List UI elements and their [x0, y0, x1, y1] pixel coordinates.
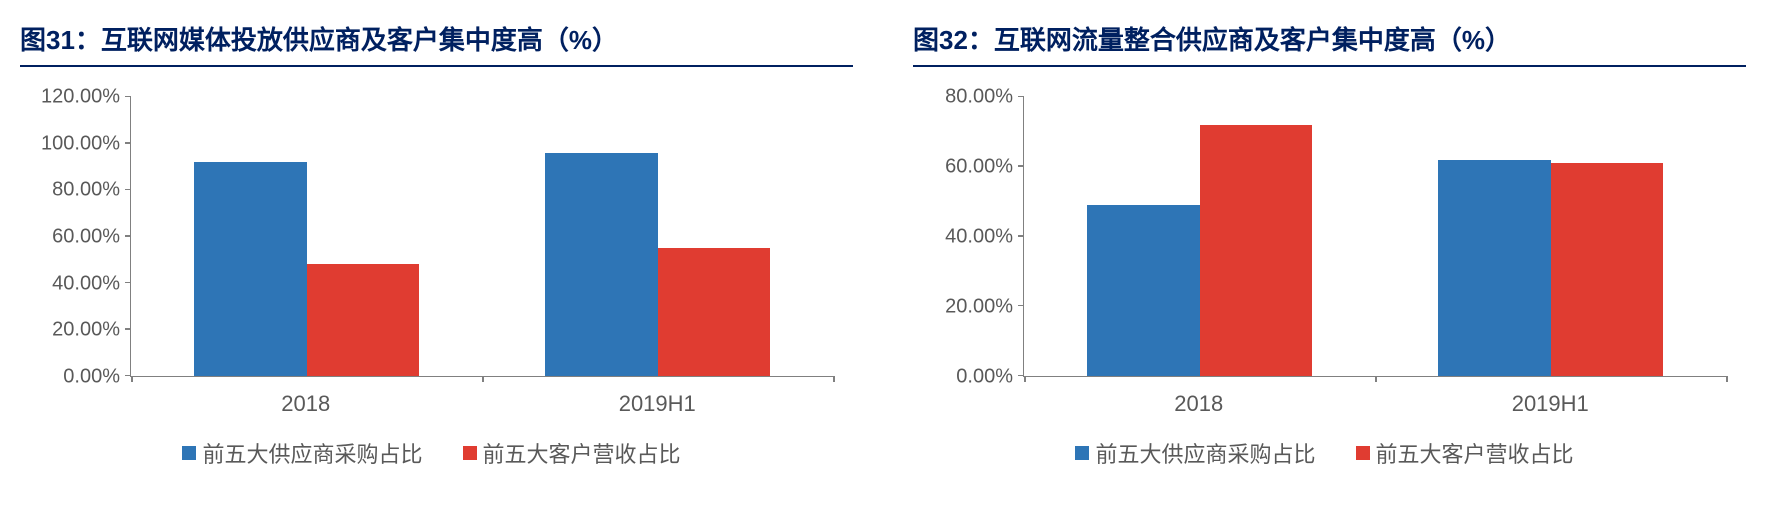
- bar: [1087, 205, 1199, 376]
- chart-panels: 图31：互联网媒体投放供应商及客户集中度高（%） 0.00% 20.00% 40.0…: [20, 20, 1746, 469]
- y-tick-mark: [1018, 96, 1024, 98]
- bar: [658, 248, 770, 376]
- y-tick-label: 100.00%: [41, 132, 120, 155]
- y-tick-mark: [125, 96, 131, 98]
- bar: [1200, 125, 1312, 376]
- y-tick-label: 120.00%: [41, 86, 120, 109]
- legend-item: 前五大供应商采购占比: [1075, 437, 1315, 469]
- chart-panel-31: 图31：互联网媒体投放供应商及客户集中度高（%） 0.00% 20.00% 40.0…: [20, 20, 853, 469]
- bar-groups: [1024, 97, 1726, 376]
- legend-item: 前五大客户营收占比: [463, 437, 681, 469]
- x-axis-label: 2019H1: [1375, 391, 1727, 417]
- legend-swatch-icon: [182, 446, 196, 460]
- chart-title: 图31：互联网媒体投放供应商及客户集中度高（%）: [20, 20, 853, 67]
- legend-label: 前五大供应商采购占比: [1095, 437, 1315, 469]
- y-tick-mark: [1018, 235, 1024, 237]
- chart-area: 0.00%20.00%40.00%60.00%80.00% 20182019H1…: [913, 97, 1746, 469]
- y-tick-label: 20.00%: [52, 319, 120, 342]
- chart-plot-31: 0.00%20.00%40.00%60.00%80.00%100.00%120.…: [30, 97, 833, 377]
- legend-swatch-icon: [1356, 446, 1370, 460]
- legend-item: 前五大客户营收占比: [1356, 437, 1574, 469]
- y-tick-mark: [125, 328, 131, 330]
- bar-groups: [131, 97, 833, 376]
- chart-title: 图32：互联网流量整合供应商及客户集中度高（%）: [913, 20, 1746, 67]
- y-axis: 0.00%20.00%40.00%60.00%80.00%100.00%120.…: [30, 97, 130, 377]
- y-axis: 0.00%20.00%40.00%60.00%80.00%: [923, 97, 1023, 377]
- bar: [545, 153, 657, 376]
- y-tick-mark: [1018, 305, 1024, 307]
- x-axis-label: 2018: [130, 391, 482, 417]
- y-tick-label: 80.00%: [945, 86, 1013, 109]
- x-tick-mark: [482, 376, 484, 382]
- bar: [194, 162, 306, 376]
- bar-group: [1024, 97, 1375, 376]
- bar: [1438, 160, 1550, 376]
- bar: [1551, 163, 1663, 376]
- y-tick-label: 60.00%: [52, 226, 120, 249]
- bar-group: [1375, 97, 1726, 376]
- y-tick-label: 40.00%: [945, 226, 1013, 249]
- plot-area: [130, 97, 833, 377]
- y-tick-mark: [1018, 165, 1024, 167]
- chart-panel-32: 图32：互联网流量整合供应商及客户集中度高（%） 0.00% 20.00% 40.0…: [913, 20, 1746, 469]
- chart-plot-32: 0.00%20.00%40.00%60.00%80.00%: [923, 97, 1726, 377]
- y-tick-mark: [125, 189, 131, 191]
- x-axis-label: 2019H1: [482, 391, 834, 417]
- legend: 前五大供应商采购占比 前五大客户营收占比: [30, 437, 833, 469]
- x-tick-mark: [131, 376, 133, 382]
- legend-item: 前五大供应商采购占比: [182, 437, 422, 469]
- y-tick-label: 60.00%: [945, 156, 1013, 179]
- y-tick-mark: [125, 235, 131, 237]
- y-tick-label: 0.00%: [63, 366, 120, 389]
- y-tick-mark: [125, 142, 131, 144]
- plot-area: [1023, 97, 1726, 377]
- x-axis-labels: 20182019H1: [130, 391, 833, 417]
- legend-label: 前五大客户营收占比: [483, 437, 681, 469]
- bar-group: [482, 97, 833, 376]
- y-tick-mark: [125, 282, 131, 284]
- y-tick-label: 40.00%: [52, 272, 120, 295]
- y-tick-label: 0.00%: [956, 366, 1013, 389]
- legend-swatch-icon: [463, 446, 477, 460]
- bar: [307, 264, 419, 376]
- x-tick-mark: [833, 376, 835, 382]
- y-tick-label: 80.00%: [52, 179, 120, 202]
- legend-label: 前五大供应商采购占比: [202, 437, 422, 469]
- x-tick-mark: [1024, 376, 1026, 382]
- x-axis-label: 2018: [1023, 391, 1375, 417]
- x-tick-mark: [1375, 376, 1377, 382]
- legend: 前五大供应商采购占比 前五大客户营收占比: [923, 437, 1726, 469]
- x-tick-mark: [1726, 376, 1728, 382]
- legend-label: 前五大客户营收占比: [1376, 437, 1574, 469]
- bar-group: [131, 97, 482, 376]
- y-tick-label: 20.00%: [945, 296, 1013, 319]
- chart-area: 0.00%20.00%40.00%60.00%80.00%100.00%120.…: [20, 97, 853, 469]
- x-axis-labels: 20182019H1: [1023, 391, 1726, 417]
- legend-swatch-icon: [1075, 446, 1089, 460]
